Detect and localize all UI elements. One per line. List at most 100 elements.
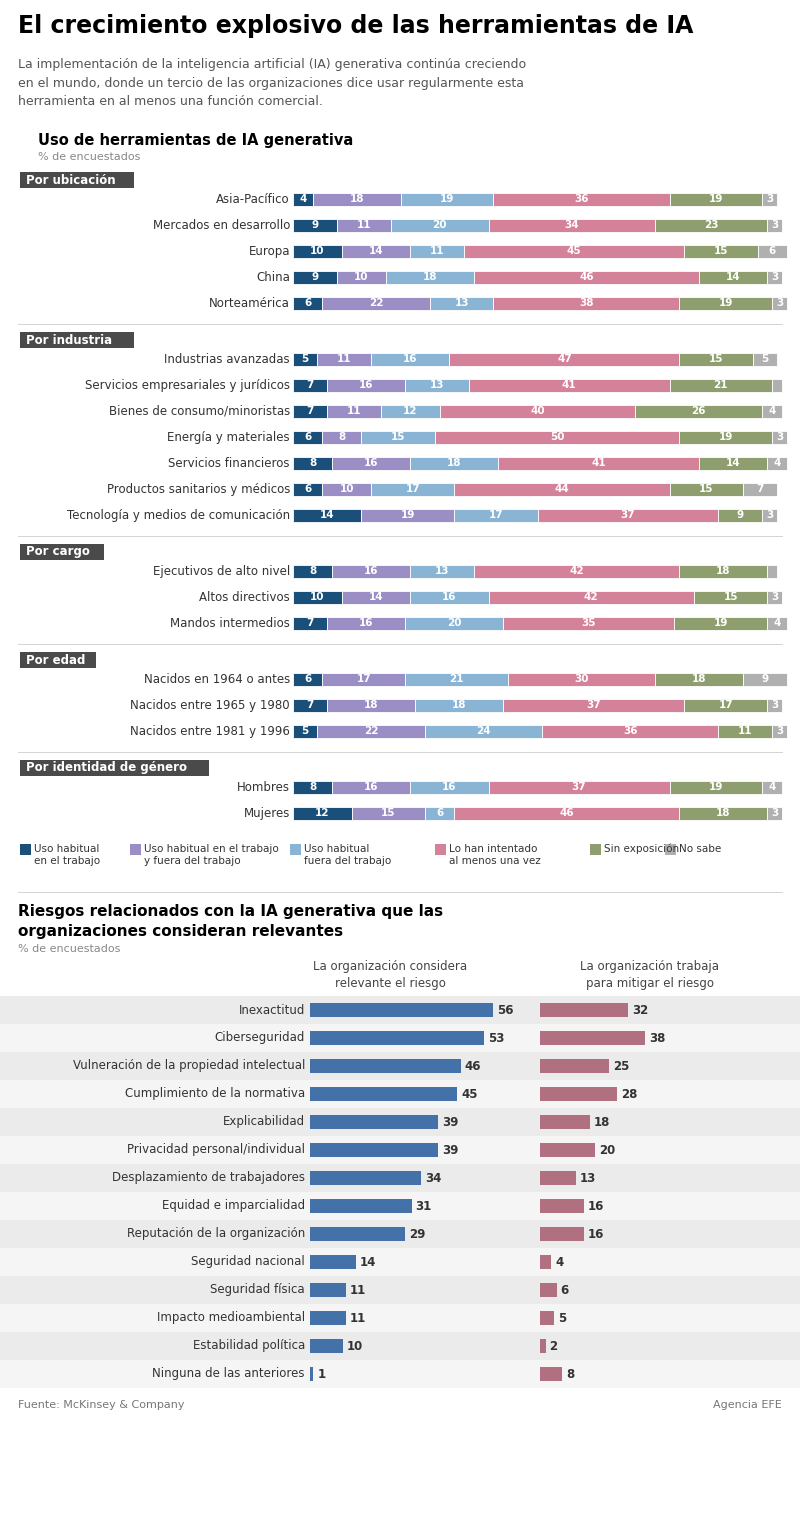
- Bar: [540, 1227, 584, 1241]
- Text: 6: 6: [304, 298, 311, 309]
- Text: 5: 5: [558, 1311, 566, 1325]
- Bar: [718, 724, 772, 738]
- Bar: [425, 807, 454, 821]
- Bar: [310, 1339, 342, 1352]
- Bar: [332, 781, 410, 795]
- Text: 15: 15: [723, 593, 738, 602]
- Text: 38: 38: [579, 298, 594, 309]
- Bar: [670, 483, 743, 497]
- Text: 11: 11: [350, 1311, 366, 1325]
- Bar: [540, 1059, 609, 1073]
- Text: Uso de herramientas de IA generativa: Uso de herramientas de IA generativa: [38, 133, 354, 148]
- Bar: [0, 1248, 800, 1276]
- Bar: [743, 672, 787, 686]
- Bar: [391, 219, 489, 232]
- Bar: [498, 457, 699, 471]
- Text: 14: 14: [726, 272, 741, 283]
- Text: 12: 12: [315, 808, 330, 819]
- Text: 4: 4: [555, 1256, 563, 1268]
- Bar: [293, 193, 313, 206]
- Text: 18: 18: [447, 458, 462, 469]
- Bar: [489, 591, 694, 604]
- Text: 7: 7: [306, 380, 314, 391]
- Bar: [293, 509, 362, 523]
- Bar: [20, 173, 134, 188]
- Text: 13: 13: [454, 298, 469, 309]
- Bar: [474, 270, 699, 284]
- Text: 18: 18: [422, 272, 437, 283]
- Text: 16: 16: [364, 458, 378, 469]
- Bar: [655, 672, 743, 686]
- Bar: [540, 1284, 557, 1297]
- Text: 20: 20: [447, 619, 462, 628]
- Text: Riesgos relacionados con la IA generativa que las
organizaciones consideran rele: Riesgos relacionados con la IA generativ…: [18, 905, 443, 938]
- Text: Asia-Pacífico: Asia-Pacífico: [216, 193, 290, 206]
- Text: 17: 17: [357, 674, 371, 685]
- Text: 18: 18: [692, 674, 706, 685]
- Text: Bienes de consumo/minoristas: Bienes de consumo/minoristas: [109, 405, 290, 419]
- Bar: [406, 617, 503, 630]
- Text: 42: 42: [570, 567, 584, 576]
- Bar: [410, 591, 489, 604]
- Text: 26: 26: [692, 406, 706, 417]
- Bar: [679, 353, 753, 367]
- Text: 11: 11: [337, 354, 351, 365]
- Text: 15: 15: [391, 432, 406, 443]
- Bar: [762, 193, 777, 206]
- Text: 7: 7: [756, 484, 764, 495]
- Text: Por identidad de género: Por identidad de género: [26, 761, 187, 775]
- Text: Mandos intermedios: Mandos intermedios: [170, 617, 290, 630]
- Bar: [293, 565, 332, 578]
- Bar: [469, 379, 670, 393]
- Bar: [332, 457, 410, 471]
- Bar: [293, 591, 342, 604]
- Bar: [332, 565, 410, 578]
- Bar: [318, 353, 371, 367]
- Bar: [310, 1059, 461, 1073]
- Bar: [540, 1086, 618, 1102]
- Bar: [327, 379, 406, 393]
- Text: Productos sanitarios y médicos: Productos sanitarios y médicos: [106, 483, 290, 497]
- Bar: [540, 1031, 645, 1045]
- Text: 53: 53: [488, 1031, 504, 1045]
- Bar: [293, 270, 337, 284]
- Text: 50: 50: [550, 432, 564, 443]
- Bar: [753, 353, 777, 367]
- Bar: [293, 617, 327, 630]
- Bar: [440, 405, 635, 419]
- Bar: [0, 1135, 800, 1164]
- Text: 16: 16: [359, 380, 374, 391]
- Text: 47: 47: [557, 354, 572, 365]
- Text: Explicabilidad: Explicabilidad: [223, 1115, 305, 1129]
- Text: 3: 3: [766, 194, 774, 205]
- Text: Desplazamiento de trabajadores: Desplazamiento de trabajadores: [112, 1172, 305, 1184]
- Bar: [310, 1002, 494, 1018]
- Bar: [435, 843, 446, 856]
- Text: 18: 18: [716, 808, 730, 819]
- Bar: [410, 244, 464, 258]
- Bar: [322, 296, 430, 310]
- Bar: [503, 698, 684, 712]
- Bar: [310, 1115, 438, 1129]
- Text: 6: 6: [769, 246, 776, 257]
- Bar: [762, 781, 782, 795]
- Text: Mercados en desarrollo: Mercados en desarrollo: [153, 219, 290, 232]
- Text: 28: 28: [622, 1088, 638, 1100]
- Text: China: China: [256, 270, 290, 284]
- Text: 19: 19: [709, 782, 723, 793]
- Text: Agencia EFE: Agencia EFE: [714, 1400, 782, 1410]
- Bar: [474, 565, 679, 578]
- Text: 3: 3: [776, 432, 783, 443]
- Text: 23: 23: [704, 220, 718, 231]
- Bar: [670, 781, 762, 795]
- Bar: [20, 332, 134, 348]
- Text: 9: 9: [311, 272, 318, 283]
- Text: 37: 37: [572, 782, 586, 793]
- Text: 34: 34: [565, 220, 579, 231]
- Bar: [540, 1368, 562, 1381]
- Text: 19: 19: [714, 619, 728, 628]
- Bar: [767, 698, 782, 712]
- Bar: [679, 296, 772, 310]
- Bar: [0, 1080, 800, 1108]
- Text: 15: 15: [381, 808, 396, 819]
